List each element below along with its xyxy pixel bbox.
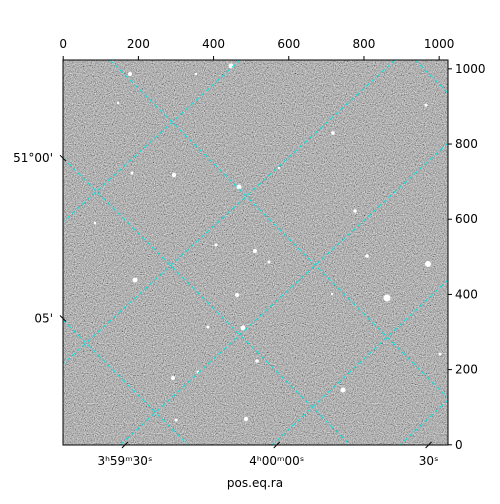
ra-tick [273, 441, 281, 449]
right-tick-label: 800 [455, 137, 478, 151]
x-axis-label: pos.eq.ra [227, 476, 283, 490]
dec-tick [59, 154, 67, 162]
ra-tick-label: 4ʰ00ᵐ00ˢ [249, 454, 304, 468]
top-tick-label: 400 [202, 37, 225, 51]
right-tick-label: 200 [455, 363, 478, 377]
dec-tick-label: 05' [34, 312, 53, 326]
right-tick-label: 0 [455, 438, 463, 452]
stars [93, 63, 442, 422]
ra-tick [121, 441, 129, 449]
right-tick-label: 400 [455, 287, 478, 301]
right-tick-label: 600 [455, 212, 478, 226]
ra-tick [425, 441, 432, 449]
top-tick-label: 200 [127, 37, 150, 51]
coordinate-grid [63, 60, 448, 445]
right-tick-label: 1000 [455, 62, 486, 76]
top-tick-label: 1000 [424, 37, 455, 51]
dec-tick [59, 315, 67, 322]
top-tick-label: 800 [353, 37, 376, 51]
plot-frame [62, 59, 449, 446]
ra-tick-label: 3ʰ59ᵐ30ˢ [97, 454, 152, 468]
top-tick-label: 0 [59, 37, 67, 51]
top-tick-label: 600 [277, 37, 300, 51]
ra-tick-label: 30ˢ [419, 454, 439, 468]
dec-tick-label: 51°00' [13, 151, 53, 165]
